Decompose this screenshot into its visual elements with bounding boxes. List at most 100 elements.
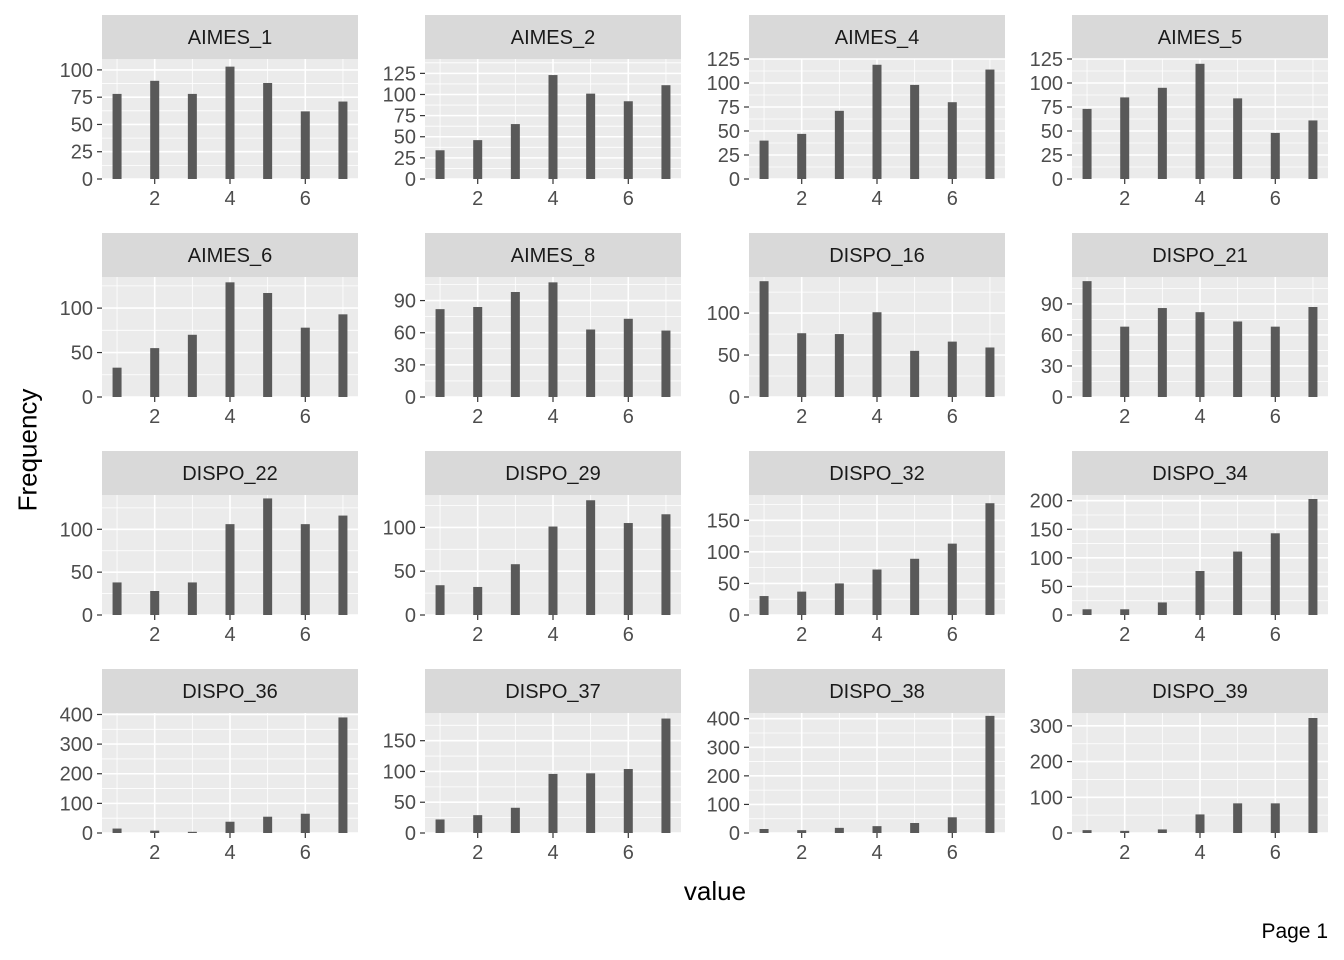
bar-dispo-37-3: [510, 807, 520, 833]
facet-strip-label-dispo-38: DISPO_38: [829, 681, 925, 703]
x-tick-label: 2: [796, 406, 807, 428]
facet-strip-label-aimes-4: AIMES_4: [835, 27, 919, 49]
y-tick-label: 0: [729, 169, 740, 191]
y-tick-label: 125: [707, 49, 740, 71]
y-tick-label: 100: [707, 542, 740, 564]
bar-dispo-29-4: [548, 526, 558, 615]
facet-strip: [1072, 669, 1328, 713]
x-tick-label: 2: [149, 188, 160, 210]
bar-dispo-22-5: [263, 498, 273, 615]
x-tick-label: 6: [300, 842, 311, 864]
facet-strip-label-aimes-1: AIMES_1: [188, 27, 272, 49]
bar-aimes-1-2: [150, 80, 160, 179]
x-tick-label: 4: [871, 188, 882, 210]
bar-aimes-5-3: [1157, 87, 1167, 179]
x-tick-label: 6: [300, 406, 311, 428]
x-tick-label: 4: [871, 624, 882, 646]
x-tick-label: 4: [224, 842, 235, 864]
bar-aimes-5-2: [1120, 97, 1130, 179]
y-tick-label: 50: [394, 792, 416, 814]
bar-dispo-22-1: [112, 582, 122, 615]
bar-dispo-29-1: [435, 585, 445, 615]
facet-strip: [425, 669, 681, 713]
bar-aimes-2-7: [661, 85, 671, 179]
y-tick-label: 125: [1030, 49, 1063, 71]
bar-aimes-1-1: [112, 93, 122, 179]
y-tick-label: 50: [1041, 576, 1063, 598]
y-tick-label: 75: [71, 87, 93, 109]
bar-dispo-21-6: [1270, 326, 1280, 397]
bar-dispo-22-6: [300, 524, 310, 615]
x-tick-label: 4: [871, 406, 882, 428]
x-tick-label: 6: [300, 624, 311, 646]
y-tick-label: 150: [707, 510, 740, 532]
y-tick-label: 75: [718, 97, 740, 119]
y-tick-label: 100: [383, 761, 416, 783]
bar-aimes-4-1: [759, 140, 769, 179]
facet-strip: [749, 15, 1005, 59]
y-tick-label: 30: [394, 355, 416, 377]
bar-dispo-39-7: [1308, 718, 1318, 833]
y-tick-label: 50: [1041, 121, 1063, 143]
bar-dispo-32-1: [759, 596, 769, 615]
y-tick-label: 200: [1030, 491, 1063, 513]
bar-aimes-6-7: [338, 314, 348, 397]
bar-dispo-34-7: [1308, 499, 1318, 615]
bar-aimes-6-2: [150, 348, 160, 397]
y-tick-label: 100: [383, 84, 416, 106]
y-tick-label: 300: [1030, 716, 1063, 738]
bar-dispo-37-1: [435, 819, 445, 833]
y-tick-label: 100: [707, 73, 740, 95]
y-tick-label: 0: [729, 823, 740, 845]
bar-dispo-34-3: [1157, 602, 1167, 615]
x-tick-label: 6: [300, 188, 311, 210]
bar-dispo-21-5: [1233, 321, 1243, 397]
facet-strip-label-dispo-29: DISPO_29: [505, 463, 601, 485]
y-tick-label: 75: [1041, 97, 1063, 119]
y-tick-label: 100: [1030, 787, 1063, 809]
y-tick-label: 100: [60, 793, 93, 815]
facet-panel: DISPO_34 0 50 100 150 200 2 4 6: [1030, 451, 1328, 646]
y-tick-label: 50: [71, 114, 93, 136]
bar-dispo-16-7: [985, 347, 995, 397]
y-tick-label: 300: [707, 737, 740, 759]
bar-dispo-16-4: [872, 312, 882, 397]
y-tick-label: 0: [82, 387, 93, 409]
x-tick-label: 6: [947, 188, 958, 210]
x-tick-label: 2: [1119, 842, 1130, 864]
y-tick-label: 0: [405, 169, 416, 191]
facet-strip: [425, 233, 681, 277]
facet-panel: DISPO_37 0 50 100 150 2 4 6: [383, 669, 681, 864]
x-tick-label: 6: [1270, 842, 1281, 864]
bar-aimes-8-1: [435, 309, 445, 397]
facet-strip-label-dispo-36: DISPO_36: [182, 681, 278, 703]
y-tick-label: 25: [71, 142, 93, 164]
facet-strip-label-dispo-32: DISPO_32: [829, 463, 925, 485]
x-tick-label: 4: [1194, 406, 1205, 428]
y-tick-label: 90: [1041, 294, 1063, 316]
bar-dispo-39-6: [1270, 803, 1280, 833]
y-tick-label: 50: [394, 127, 416, 149]
x-tick-label: 4: [224, 406, 235, 428]
bar-dispo-38-1: [759, 829, 769, 833]
bar-aimes-2-4: [548, 75, 558, 179]
facet-panel: DISPO_22 0 50 100 2 4 6: [60, 451, 358, 646]
bar-aimes-2-6: [623, 101, 633, 179]
y-tick-label: 50: [394, 561, 416, 583]
x-tick-label: 4: [1194, 188, 1205, 210]
facet-strip-label-dispo-21: DISPO_21: [1152, 245, 1248, 267]
facet-panel: DISPO_29 0 50 100 2 4 6: [383, 451, 681, 646]
bar-dispo-38-6: [947, 817, 957, 833]
bar-aimes-2-2: [473, 140, 483, 179]
y-tick-label: 0: [729, 605, 740, 627]
x-tick-label: 4: [224, 188, 235, 210]
y-tick-label: 200: [1030, 752, 1063, 774]
x-tick-label: 2: [1119, 188, 1130, 210]
bar-aimes-1-4: [225, 66, 235, 179]
y-axis-title: Frequency: [12, 388, 43, 512]
bar-dispo-34-2: [1120, 609, 1130, 615]
facet-strip-label-aimes-6: AIMES_6: [188, 245, 272, 267]
bar-dispo-21-4: [1195, 312, 1205, 397]
bar-dispo-34-6: [1270, 533, 1280, 615]
